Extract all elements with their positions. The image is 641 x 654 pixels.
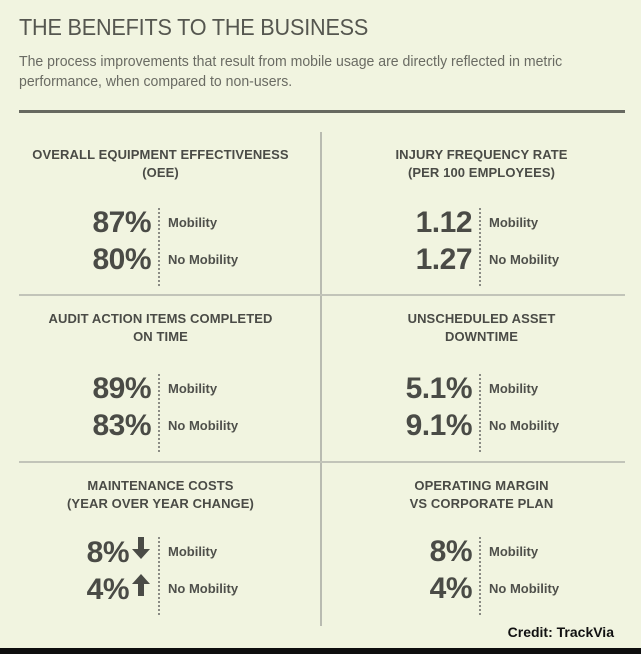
column-divider — [320, 132, 322, 626]
metric-title-line1: MAINTENANCE COSTS — [87, 478, 234, 493]
metric-card-oee: OVERALL EQUIPMENT EFFECTIVENESS (OEE) 87… — [0, 128, 321, 288]
metric-comparison: 1.12 Mobility 1.27 No Mobility — [321, 204, 641, 286]
no-mobility-label: No Mobility — [168, 418, 239, 433]
metric-title-line2: (OEE) — [142, 165, 179, 180]
no-mobility-label: No Mobility — [168, 581, 239, 596]
metric-card-audit-action-items: AUDIT ACTION ITEMS COMPLETED ON TIME 89%… — [0, 296, 321, 456]
dotted-separator — [479, 537, 481, 615]
no-mobility-value: 1.27 — [415, 243, 473, 276]
metric-title-line2: (YEAR OVER YEAR CHANGE) — [67, 496, 254, 511]
mobility-label: Mobility — [489, 544, 539, 559]
no-mobility-label: No Mobility — [489, 581, 560, 596]
mobility-value: 5.1% — [405, 372, 473, 405]
metric-title-line2: DOWNTIME — [444, 329, 518, 344]
mobility-label: Mobility — [168, 215, 218, 230]
no-mobility-value: 80% — [92, 243, 151, 276]
metric-card-operating-margin: OPERATING MARGIN VS CORPORATE PLAN 8% Mo… — [321, 463, 641, 623]
mobility-label: Mobility — [168, 544, 218, 559]
metric-card-injury-frequency: INJURY FREQUENCY RATE (PER 100 EMPLOYEES… — [321, 128, 641, 288]
no-mobility-value: 83% — [92, 409, 151, 442]
dotted-separator — [158, 537, 160, 615]
no-mobility-label: No Mobility — [489, 418, 560, 433]
metric-title-line1: INJURY FREQUENCY RATE — [395, 147, 568, 162]
metric-comparison: 5.1% Mobility 9.1% No Mobility — [321, 370, 641, 452]
metric-comparison: 8% Mobility 4% No Mobility — [321, 533, 641, 615]
dotted-separator — [158, 374, 160, 452]
page-subtitle: The process improvements that result fro… — [19, 54, 563, 90]
mobility-value: 87% — [92, 206, 151, 239]
metric-title: OVERALL EQUIPMENT EFFECTIVENESS (OEE) — [0, 146, 321, 182]
header-divider — [19, 110, 625, 113]
metric-title-line1: AUDIT ACTION ITEMS COMPLETED — [48, 311, 273, 326]
metric-card-maintenance-costs: MAINTENANCE COSTS (YEAR OVER YEAR CHANGE… — [0, 463, 321, 623]
arrow-down-icon — [131, 533, 151, 571]
credit-text: Credit: TrackVia — [507, 624, 614, 640]
no-mobility-value: 9.1% — [405, 409, 473, 442]
dotted-separator — [479, 208, 481, 286]
metric-title: UNSCHEDULED ASSET DOWNTIME — [321, 310, 641, 346]
no-mobility-label: No Mobility — [168, 252, 239, 267]
metric-comparison: 87% Mobility 80% No Mobility — [0, 204, 321, 286]
mobility-value: 89% — [92, 372, 151, 405]
row-divider-1 — [19, 294, 625, 296]
metric-title: MAINTENANCE COSTS (YEAR OVER YEAR CHANGE… — [0, 477, 321, 513]
mobility-value: 1.12 — [415, 206, 473, 239]
mobility-value: 8% — [1, 533, 151, 572]
mobility-value: 8% — [429, 535, 473, 568]
mobility-label: Mobility — [489, 381, 539, 396]
dotted-separator — [479, 374, 481, 452]
mobility-label: Mobility — [168, 381, 218, 396]
page-title: THE BENEFITS TO THE BUSINESS — [19, 14, 369, 40]
metric-comparison: 89% Mobility 83% No Mobility — [0, 370, 321, 452]
metric-title-line2: ON TIME — [133, 329, 188, 344]
no-mobility-value: 4% — [1, 570, 151, 609]
metric-card-unscheduled-downtime: UNSCHEDULED ASSET DOWNTIME 5.1% Mobility… — [321, 296, 641, 456]
no-mobility-label: No Mobility — [489, 252, 560, 267]
metric-title-line2: (PER 100 EMPLOYEES) — [407, 165, 556, 180]
row-divider-2 — [19, 461, 625, 463]
arrow-up-icon — [131, 570, 151, 608]
metric-title: INJURY FREQUENCY RATE (PER 100 EMPLOYEES… — [321, 146, 641, 182]
dotted-separator — [158, 208, 160, 286]
no-mobility-value: 4% — [429, 572, 473, 605]
metric-title-line2: VS CORPORATE PLAN — [409, 496, 554, 511]
metric-title-line1: OPERATING MARGIN — [414, 478, 549, 493]
metric-title-line1: OVERALL EQUIPMENT EFFECTIVENESS — [32, 147, 289, 162]
metric-title: OPERATING MARGIN VS CORPORATE PLAN — [321, 477, 641, 513]
metric-title: AUDIT ACTION ITEMS COMPLETED ON TIME — [0, 310, 321, 346]
metric-comparison: 8% Mobility 4% No Mobility — [0, 533, 321, 615]
bottom-border — [0, 648, 641, 654]
mobility-label: Mobility — [489, 215, 539, 230]
metric-title-line1: UNSCHEDULED ASSET — [407, 311, 556, 326]
